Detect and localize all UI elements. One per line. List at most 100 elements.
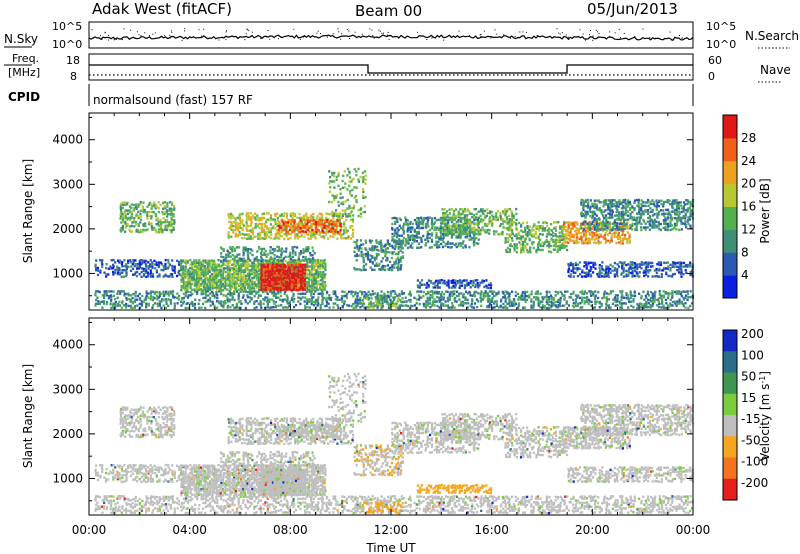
power-cell (288, 265, 291, 268)
power-cell (360, 247, 363, 250)
power-cell (549, 294, 553, 297)
power-cell (248, 290, 251, 294)
nsky-tick-top-right: 10^5 (706, 20, 736, 33)
power-cell (581, 290, 584, 293)
power-cell (313, 267, 316, 270)
power-cell (402, 228, 405, 232)
power-cell (686, 290, 689, 293)
power-cell (137, 203, 140, 206)
power-cell (274, 227, 277, 230)
power-cell (220, 285, 223, 288)
power-cell (505, 250, 508, 253)
power-cell (134, 271, 137, 274)
power-cell (422, 294, 425, 298)
power-cell (151, 210, 154, 214)
power-cell (250, 230, 253, 234)
power-cell (231, 275, 234, 278)
power-cell (308, 300, 311, 304)
power-cell (563, 298, 566, 301)
power-cell (269, 249, 272, 252)
power-cell (646, 290, 650, 293)
power-cell (684, 302, 687, 305)
power-cell (629, 290, 632, 293)
power-cell (242, 264, 245, 268)
power-cell (281, 261, 284, 264)
power-cell (488, 305, 491, 309)
power-cell (96, 273, 100, 277)
power-cell (278, 226, 281, 229)
power-cell (368, 239, 371, 242)
power-cell (435, 232, 438, 235)
power-cell (365, 294, 369, 298)
power-cell (326, 218, 329, 222)
power-cell (219, 288, 222, 292)
power-cell (511, 239, 514, 242)
power-cell (541, 233, 544, 236)
power-cell (286, 298, 289, 301)
power-cell (439, 234, 443, 238)
freq-label-2: [MHz] (8, 66, 40, 79)
power-cell (353, 240, 356, 244)
power-cell (545, 290, 548, 293)
power-cell (294, 276, 298, 279)
power-cell (627, 294, 630, 297)
power-cell (195, 261, 198, 264)
power-cell (251, 292, 254, 295)
power-cell (141, 294, 144, 298)
power-cell (552, 248, 555, 251)
power-cell (505, 216, 508, 219)
power-cell (197, 268, 201, 272)
power-cell (448, 218, 451, 221)
power-cell (500, 218, 503, 221)
power-cell (222, 286, 225, 289)
power-cell (122, 290, 125, 293)
power-cell (353, 196, 356, 199)
power-cell (170, 207, 173, 210)
power-cell (296, 216, 299, 219)
power-cell (469, 234, 472, 238)
power-cell (454, 226, 458, 229)
power-cell (343, 225, 346, 228)
power-cell (353, 186, 356, 189)
power-cell (334, 229, 337, 232)
power-cell (236, 253, 239, 257)
power-cell (614, 294, 617, 297)
power-cell (513, 304, 516, 307)
power-cell (166, 267, 169, 270)
power-cell (153, 226, 156, 230)
power-cell (186, 288, 189, 292)
power-cell (319, 267, 322, 270)
power-cell (182, 300, 186, 303)
power-cell (255, 273, 258, 276)
power-cell (130, 215, 133, 218)
power-cell (384, 247, 387, 250)
power-cell (226, 264, 229, 268)
power-cell (206, 267, 209, 270)
power-cell (291, 280, 294, 283)
nsearch-dot (556, 28, 558, 30)
power-cell (154, 207, 157, 210)
power-cell (565, 245, 568, 248)
power-cell (237, 233, 240, 237)
power-cell (148, 214, 151, 217)
power-cell (246, 296, 250, 299)
power-cell (219, 278, 222, 282)
power-cell (164, 293, 167, 296)
power-cell (224, 280, 227, 284)
nsearch-dot (107, 39, 109, 41)
power-cell (245, 214, 248, 217)
power-cell (139, 212, 142, 216)
power-cell (457, 231, 461, 234)
power-cell (251, 237, 254, 240)
power-cell (258, 226, 261, 230)
power-cell (277, 280, 280, 283)
power-cell (420, 279, 424, 282)
power-cell (426, 296, 429, 299)
power-cell (263, 251, 266, 254)
nsearch-dot (91, 29, 93, 31)
power-cell (535, 298, 538, 301)
power-cell (450, 228, 453, 232)
power-cell (305, 298, 308, 301)
power-cell (250, 297, 253, 300)
power-cell (316, 276, 319, 280)
